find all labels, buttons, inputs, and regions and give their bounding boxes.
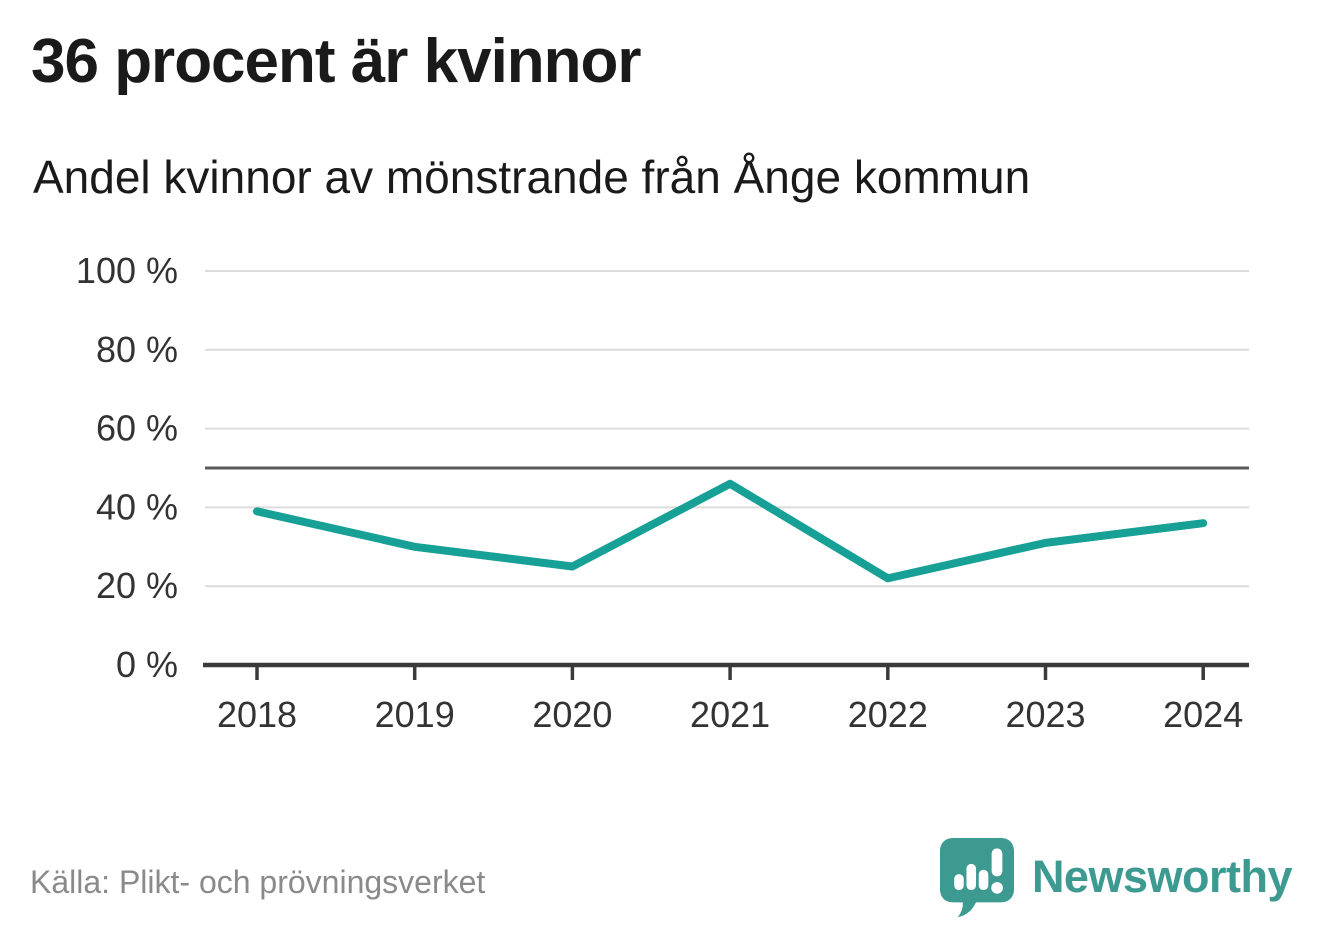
x-tick-label: 2018 bbox=[217, 694, 297, 735]
y-tick-label: 0 % bbox=[116, 644, 178, 685]
y-tick-label: 20 % bbox=[96, 565, 178, 606]
x-tick-label: 2024 bbox=[1163, 694, 1243, 735]
data-line bbox=[253, 479, 1208, 583]
y-tick-label: 100 % bbox=[76, 250, 178, 291]
x-tick-label: 2020 bbox=[532, 694, 612, 735]
chart-subtitle: Andel kvinnor av mönstrande från Ånge ko… bbox=[33, 151, 1031, 203]
y-tick-label: 60 % bbox=[96, 408, 178, 449]
speech-bubble-bar-chart-icon bbox=[939, 838, 1014, 918]
newsworthy-logo: Newsworthy bbox=[938, 836, 1293, 918]
x-tick-label: 2021 bbox=[690, 694, 770, 735]
brand-name: Newsworthy bbox=[1031, 851, 1293, 902]
y-tick-label: 40 % bbox=[96, 486, 178, 527]
x-tick-label: 2023 bbox=[1005, 694, 1085, 735]
chart-title: 36 procent är kvinnor bbox=[31, 27, 642, 96]
x-tick-label: 2022 bbox=[848, 694, 928, 735]
x-tick-label: 2019 bbox=[375, 694, 455, 735]
y-tick-label: 80 % bbox=[96, 329, 178, 370]
source-note: Källa: Plikt- och prövningsverket bbox=[30, 864, 486, 900]
line-chart: 0 % 20 % 40 % 60 % 80 % 100 % 2018 2019 2020 2021… bbox=[76, 250, 1249, 735]
